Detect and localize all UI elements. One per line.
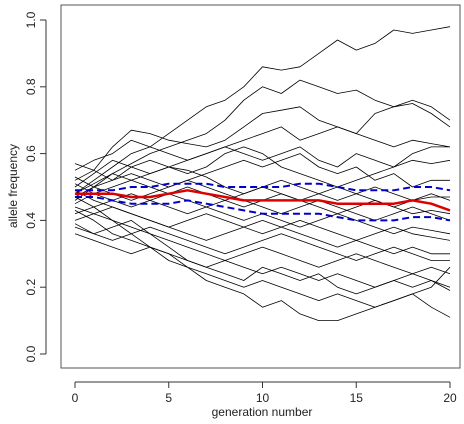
simulation-line-6 [74,153,450,188]
simulation-line-5 [74,146,451,201]
x-axis: 0 5 10 15 20 [72,381,457,405]
y-axis: 0.0 0.2 0.4 0.6 0.8 1.0 [24,11,47,362]
simulation-line-1 [74,79,451,198]
y-tick-label: 0.0 [24,345,38,362]
simulation-line-14 [74,233,451,288]
y-tick-label: 0.2 [24,279,38,296]
simulation-line-0 [74,26,451,195]
simulation-line-13 [74,206,451,275]
simulation-line-15 [74,210,451,318]
x-axis-title: generation number [212,405,313,419]
x-tick-label: 10 [256,391,270,405]
x-tick-label: 0 [72,391,79,405]
simulation-line-2 [74,103,451,181]
simulation-line-11 [74,189,450,255]
simulation-line-12 [74,226,450,261]
confidence-band-line-22 [75,196,451,222]
y-tick-label: 1.0 [24,11,38,28]
y-tick-label: 0.6 [24,145,38,162]
y-tick-label: 0.8 [24,78,38,95]
plot-frame [60,4,461,369]
simulation-line-10 [74,206,451,241]
simulation-line-16 [74,196,451,322]
x-tick-label: 20 [443,391,457,405]
mean-line [75,189,451,212]
y-tick-label: 0.4 [24,212,38,229]
y-axis-title: allele frequency [6,144,20,228]
simulation-line-4 [74,146,450,188]
simulation-line-3 [74,126,451,171]
x-tick-label: 15 [350,391,364,405]
x-tick-label: 5 [165,391,172,405]
confidence-band-line-20 [75,182,451,192]
simulation-line-17 [74,219,451,295]
series-layer [74,26,451,322]
